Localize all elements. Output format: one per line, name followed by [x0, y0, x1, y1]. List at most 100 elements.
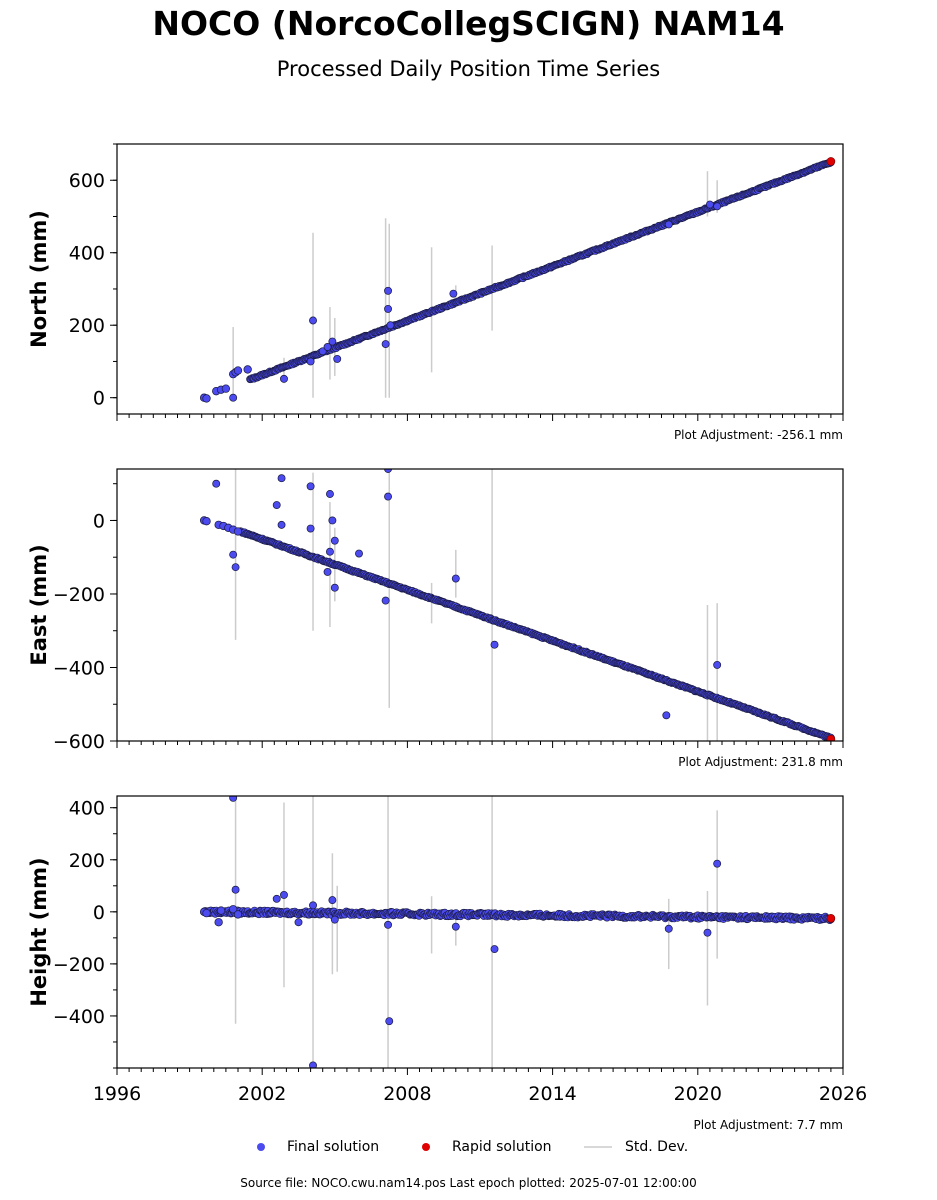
east-outlier-point-9	[328, 516, 337, 525]
north-start-point-7	[233, 366, 243, 375]
legend-final-label: Final solution	[287, 1139, 380, 1155]
final-solution-marker-icon	[257, 1143, 265, 1151]
height-outlier-point-10	[385, 1017, 394, 1026]
east-outlier-point-20	[662, 711, 671, 720]
east-outlier-point-21	[713, 660, 722, 669]
north-outlier-point-5	[323, 343, 332, 351]
east-outlier-point-8	[326, 490, 334, 498]
height-y-tick-label-0: 400	[69, 798, 105, 820]
height-y-tick-label-3: −200	[53, 954, 105, 976]
east-y-tick-label-3: −600	[53, 731, 105, 753]
east-outlier-point-6	[306, 482, 315, 491]
height-outlier-point-5	[309, 901, 317, 910]
height-plot-area	[199, 796, 836, 1068]
height-outlier-point-1	[231, 885, 240, 894]
north-frame	[116, 143, 844, 415]
north-rapid-point-0	[826, 157, 836, 166]
height-outlier-point-11	[451, 922, 460, 931]
east-outlier-point-7	[306, 524, 315, 533]
height-outlier-point-6	[309, 1061, 317, 1068]
height-outlier-point-15	[713, 859, 722, 868]
north-outlier-point-11	[386, 321, 395, 330]
east-outlier-point-3	[272, 501, 281, 509]
east-outlier-point-11	[326, 547, 334, 556]
height-outlier-point-12	[490, 945, 499, 953]
east-outlier-point-12	[323, 567, 332, 576]
height-start-point-3	[216, 906, 226, 915]
height-frame	[116, 795, 844, 1069]
north-start-point-4	[221, 384, 231, 393]
height-start-point-4	[229, 905, 238, 914]
legend-rapid: Rapid solution	[420, 1137, 570, 1157]
rapid-solution-marker-icon	[422, 1143, 430, 1151]
east-outlier-point-5	[277, 520, 286, 529]
height-start-point-5	[233, 910, 243, 919]
north-start-point-1	[202, 394, 211, 403]
north-y-tick-label-3: 600	[69, 170, 105, 192]
north-y-tick-label-1: 200	[69, 315, 105, 337]
x-tick-label-3: 2014	[528, 1083, 576, 1105]
height-outlier-point-14	[703, 928, 712, 937]
east-outlier-point-1	[229, 550, 238, 559]
height-y-tick-label-4: −400	[53, 1006, 105, 1028]
height-outlier-point-9	[384, 920, 392, 929]
north-panel: 0 200 400 600 North (mm) Plot Adjustment: -25…	[27, 143, 844, 442]
east-outlier-point-0	[212, 479, 221, 488]
north-outlier-point-15	[713, 202, 722, 211]
north-outlier-point-6	[328, 337, 337, 346]
height-outlier-point-13	[664, 924, 673, 933]
height-outlier-point-7	[328, 896, 337, 905]
north-outlier-point-14	[705, 200, 714, 209]
east-y-tick-label-2: −400	[53, 657, 105, 679]
east-plot-adjustment: Plot Adjustment: 231.8 mm	[678, 755, 843, 769]
east-outlier-point-13	[330, 583, 339, 592]
north-outlier-point-4	[318, 347, 327, 356]
height-rapid-point-0	[826, 914, 836, 923]
height-y-tick-label-1: 200	[69, 850, 105, 872]
east-outlier-point-10	[330, 536, 339, 545]
north-outlier-point-2	[309, 316, 317, 325]
chart-subtitle: Processed Daily Position Time Series	[276, 57, 661, 81]
source-footer: Source file: NOCO.cwu.nam14.pos Last epo…	[240, 1176, 697, 1190]
x-tick-label-1: 2002	[238, 1083, 286, 1105]
x-tick-label-0: 1996	[93, 1083, 141, 1105]
east-outlier-point-17	[381, 596, 390, 605]
height-outlier-point-2	[272, 894, 281, 903]
east-y-tick-label-0: 0	[93, 510, 105, 532]
height-start-point-2	[214, 918, 223, 927]
east-start-point-1	[202, 517, 211, 526]
height-start-point-1	[202, 908, 211, 918]
height-outlier-point-4	[294, 918, 303, 927]
time-series-plots: 0 200 400 600 North (mm) Plot Adjustment: -25…	[27, 143, 867, 1132]
north-outlier-point-3	[306, 357, 315, 366]
north-plot-adjustment: Plot Adjustment: -256.1 mm	[674, 428, 843, 442]
std-dev-line-icon	[584, 1146, 612, 1148]
east-outlier-point-4	[277, 474, 286, 483]
north-outlier-point-9	[384, 304, 392, 313]
east-plot-area	[199, 469, 836, 741]
x-tick-label-4: 2020	[674, 1083, 722, 1105]
north-outlier-point-1	[280, 374, 288, 383]
height-outlier-point-3	[280, 890, 288, 899]
height-plot-adjustment: Plot Adjustment: 7.7 mm	[694, 1118, 843, 1132]
height-y-axis-label: Height (mm)	[27, 857, 51, 1006]
east-outlier-point-14	[355, 549, 363, 558]
east-outlier-point-19	[490, 640, 499, 649]
north-start-point-8	[243, 365, 252, 374]
east-y-axis-label: East (mm)	[27, 544, 51, 665]
legend-std-label: Std. Dev.	[625, 1139, 689, 1155]
east-outlier-point-15	[384, 469, 392, 473]
east-outlier-point-18	[451, 574, 460, 583]
east-panel: 0 −200 −400 −600 East (mm) Plot Adjustment: 2…	[27, 468, 844, 769]
height-outlier-point-8	[330, 915, 339, 924]
north-outlier-point-7	[333, 354, 342, 363]
north-y-axis-label: North (mm)	[27, 210, 51, 348]
north-outlier-point-13	[664, 220, 673, 229]
east-outlier-point-16	[384, 492, 392, 501]
x-tick-label-2: 2008	[383, 1083, 431, 1105]
north-y-tick-label-0: 0	[93, 388, 105, 410]
height-y-tick-label-2: 0	[93, 902, 105, 924]
east-y-tick-label-1: −200	[53, 584, 105, 606]
north-outlier-point-12	[449, 289, 458, 298]
